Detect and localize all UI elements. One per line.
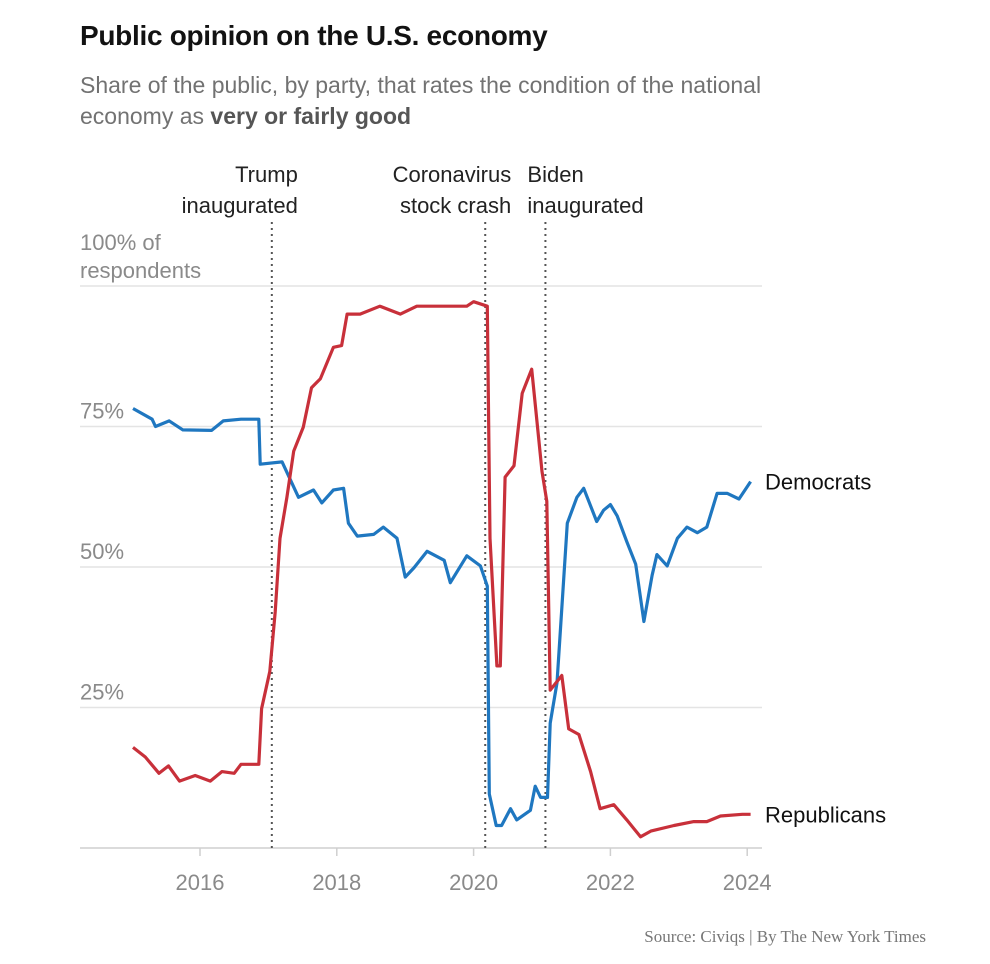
y-tick-label: 50% xyxy=(80,539,124,564)
annotation-label: Coronavirus xyxy=(393,162,512,187)
series-line-democrats xyxy=(132,407,752,828)
chart-title: Public opinion on the U.S. economy xyxy=(80,20,548,51)
y-axis-label: respondents xyxy=(80,258,201,283)
series-line-republicans xyxy=(132,300,751,839)
chart-subtitle: Share of the public, by party, that rate… xyxy=(80,70,780,132)
series-label-democrats: Democrats xyxy=(765,470,871,495)
x-tick-label: 2016 xyxy=(176,870,225,895)
annotation-label: Trump xyxy=(235,162,298,187)
annotation-label: inaugurated xyxy=(527,193,643,218)
annotation-label: stock crash xyxy=(400,193,511,218)
y-tick-label: 25% xyxy=(80,680,124,705)
annotation-label: Biden xyxy=(527,162,583,187)
y-tick-label: 75% xyxy=(80,399,124,424)
y-axis-label: 100% of xyxy=(80,230,162,255)
x-tick-label: 2022 xyxy=(586,870,635,895)
subtitle-text: Share of the public, by party, that rate… xyxy=(80,72,762,129)
x-tick-label: 2020 xyxy=(449,870,498,895)
annotation-label: inaugurated xyxy=(182,193,298,218)
subtitle-emphasis: very or fairly good xyxy=(210,103,412,129)
x-tick-label: 2024 xyxy=(723,870,772,895)
series-label-republicans: Republicans xyxy=(765,802,886,827)
x-tick-label: 2018 xyxy=(312,870,361,895)
source-credit: Source: Civiqs | By The New York Times xyxy=(644,927,926,946)
